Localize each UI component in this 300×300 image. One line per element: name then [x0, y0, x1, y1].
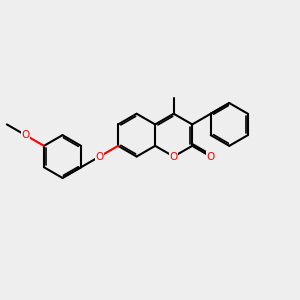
Text: O: O [169, 152, 178, 161]
Text: O: O [21, 130, 30, 140]
Text: O: O [95, 152, 104, 161]
Text: O: O [207, 152, 215, 161]
